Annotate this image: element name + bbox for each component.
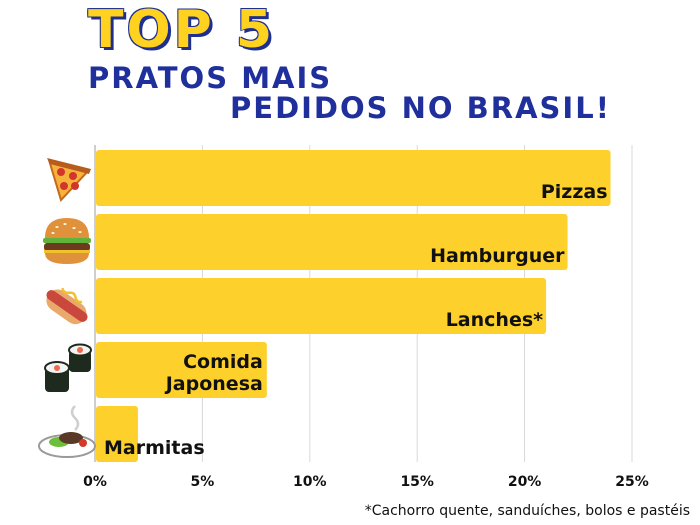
bar bbox=[96, 150, 611, 206]
x-tick-label: 5% bbox=[191, 474, 215, 490]
marmita-icon bbox=[38, 405, 96, 458]
bar-label: Marmitas bbox=[104, 437, 205, 459]
sushi-icon bbox=[44, 343, 92, 392]
x-tick-label: 0% bbox=[83, 474, 107, 490]
chart-title-line-1: PRATOS MAIS bbox=[88, 61, 333, 95]
bar bbox=[96, 342, 267, 398]
bar-label: Japonesa bbox=[164, 373, 263, 395]
bar bbox=[96, 278, 547, 334]
bar bbox=[96, 214, 568, 270]
chart-title-line-2: PEDIDOS NO BRASIL! bbox=[230, 91, 611, 125]
pizza-icon bbox=[47, 158, 91, 202]
chart-title-top: TOP 5 bbox=[88, 0, 276, 60]
bar-label: Comida bbox=[183, 351, 263, 373]
x-tick-label: 10% bbox=[293, 474, 327, 490]
x-tick-label: 20% bbox=[508, 474, 542, 490]
hamburger-icon bbox=[43, 218, 91, 264]
bar-label: Hamburguer bbox=[430, 245, 565, 267]
footnote: *Cachorro quente, sanduíches, bolos e pa… bbox=[364, 503, 690, 519]
x-tick-label: 25% bbox=[615, 474, 649, 490]
bar bbox=[96, 406, 138, 462]
bar-label: Lanches* bbox=[446, 309, 543, 331]
bar-label: Pizzas bbox=[541, 181, 608, 203]
hotdog-icon bbox=[46, 287, 88, 325]
x-tick-label: 15% bbox=[400, 474, 434, 490]
